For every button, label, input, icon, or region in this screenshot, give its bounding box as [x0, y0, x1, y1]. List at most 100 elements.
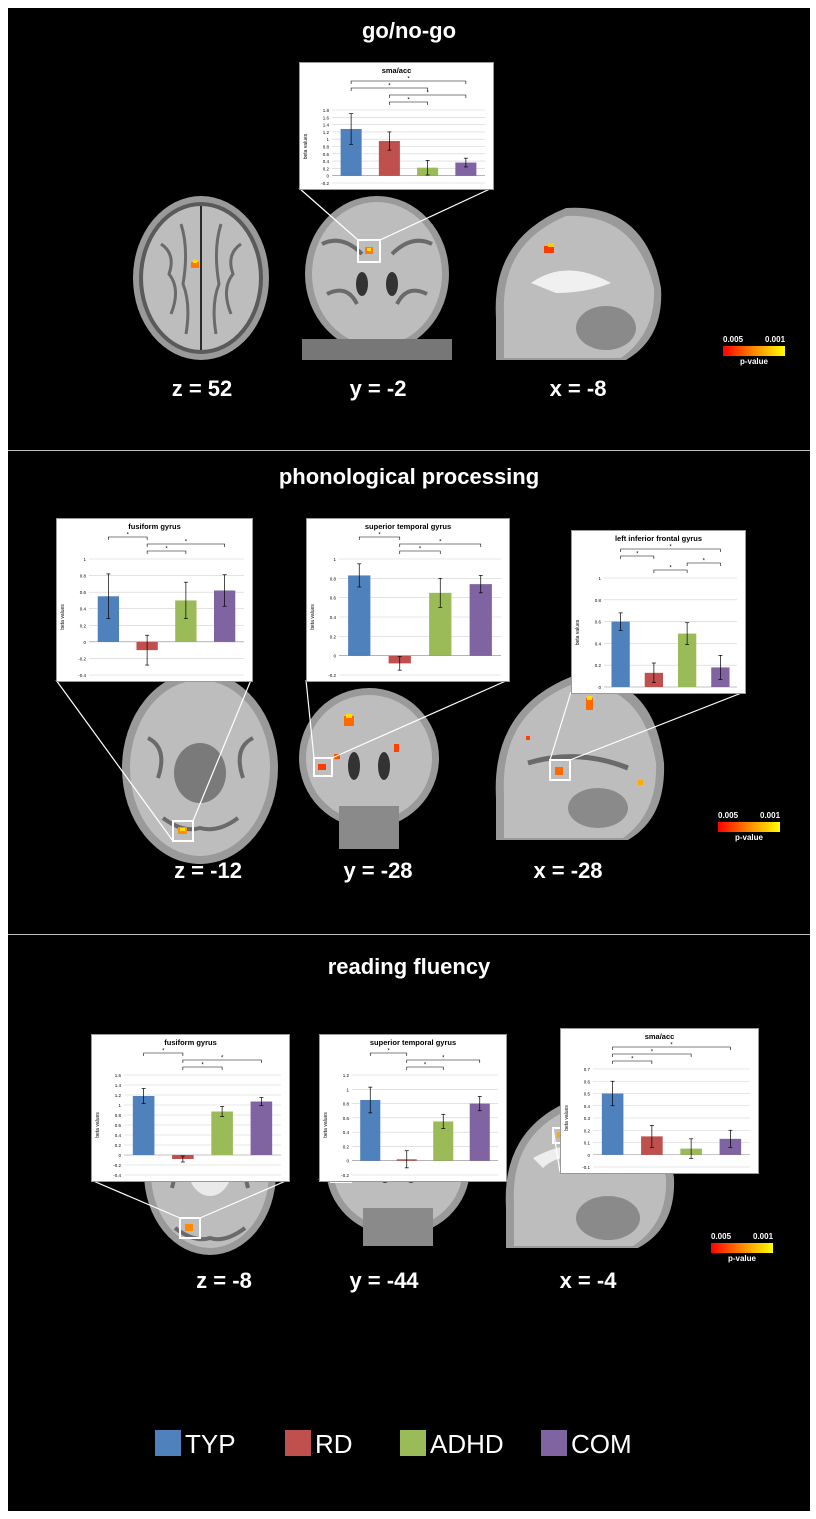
significance-bracket	[653, 569, 688, 573]
y-tick-label: 0.6	[584, 1079, 591, 1084]
y-axis-label: beta values	[564, 1105, 570, 1131]
y-tick-label: 0.6	[330, 596, 337, 601]
coord-x-4: x = -4	[559, 1268, 617, 1293]
y-tick-label: 0.4	[595, 641, 602, 646]
y-tick-label: -0.4	[78, 673, 86, 678]
bar-chart-fusiform-phon: fusiform gyrus beta values -0.4 -0.2 0 0.2 0.4…	[60, 522, 244, 678]
significance-bracket	[389, 94, 467, 98]
significance-bracket	[399, 550, 441, 554]
chart-panel3-fusiform: fusiform gyrus beta values -0.4 -0.2 0 0.2 0.4…	[91, 1034, 290, 1182]
pvalue-low: 0.005	[711, 1232, 732, 1241]
y-tick-label: 0.2	[584, 1128, 591, 1133]
y-tick-label: 0.4	[323, 159, 330, 164]
significance-star: *	[631, 1057, 634, 1063]
panel-divider	[8, 934, 810, 935]
pvalue-label: p-value	[739, 357, 768, 366]
panel-title-phonological: phonological processing	[278, 464, 540, 489]
significance-star: *	[388, 84, 391, 90]
bar-com	[469, 584, 492, 656]
y-tick-label: 0.8	[343, 1102, 350, 1107]
bar-typ	[132, 1096, 155, 1155]
chart-title: sma/acc	[645, 1032, 675, 1041]
y-tick-label: 0.2	[323, 166, 330, 171]
y-tick-label: 1.6	[323, 115, 330, 120]
y-tick-label: 0.3	[584, 1116, 591, 1121]
significance-star: *	[407, 77, 410, 83]
callout-lines-panel1	[298, 187, 493, 241]
y-tick-label: -0.2	[341, 1173, 349, 1178]
pvalue-high: 0.001	[765, 335, 786, 344]
significance-bracket	[620, 548, 721, 552]
significance-star: *	[419, 547, 422, 553]
legend-swatch-rd	[285, 1430, 311, 1456]
bar-com	[455, 162, 477, 176]
roi-box	[179, 1217, 201, 1239]
y-tick-label: 0.8	[323, 145, 330, 150]
bar-adhd	[677, 633, 697, 687]
y-tick-label: 1.2	[323, 130, 330, 135]
bar-typ	[360, 1100, 381, 1161]
brain-coronal-y-2	[302, 196, 452, 360]
significance-bracket	[350, 87, 428, 91]
pvalue-low: 0.005	[723, 335, 744, 344]
y-tick-label: 1	[346, 1087, 349, 1092]
significance-bracket	[143, 1052, 184, 1056]
bar-com	[469, 1103, 490, 1161]
y-tick-label: 0.2	[115, 1143, 122, 1148]
coord-z52: z = 52	[171, 376, 233, 401]
y-tick-label: 0.5	[584, 1092, 591, 1097]
significance-star: *	[201, 1063, 204, 1069]
y-tick-label: 0.6	[115, 1123, 122, 1128]
bar-adhd	[175, 600, 197, 642]
bar-chart-stg-fluency: superior temporal gyrus beta values -0.2 0 0…	[323, 1038, 498, 1178]
y-axis-label: beta values	[60, 604, 66, 630]
y-tick-label: 1	[598, 576, 601, 581]
significance-bracket	[406, 1066, 444, 1070]
significance-star: *	[185, 540, 188, 546]
y-tick-label: 0.8	[330, 576, 337, 581]
panel-title-go-no-go: go/no-go	[361, 18, 457, 43]
y-tick-label: -0.2	[78, 656, 86, 661]
y-tick-label: 0.8	[595, 598, 602, 603]
bar-com	[213, 590, 236, 642]
significance-star: *	[127, 533, 130, 539]
significance-star: *	[162, 1049, 165, 1055]
y-tick-label: 1.4	[323, 123, 330, 128]
roi-box	[357, 239, 381, 263]
y-tick-label: 1.2	[115, 1093, 122, 1098]
bar-typ	[340, 128, 362, 176]
y-tick-label: 1	[333, 557, 336, 562]
y-tick-label: 0	[598, 685, 601, 690]
bar-chart-fusiform-fluency: fusiform gyrus beta values -0.4 -0.2 0 0.2 0.4…	[95, 1038, 281, 1178]
significance-bracket	[182, 1059, 262, 1063]
significance-star: *	[165, 547, 168, 553]
significance-bracket	[146, 550, 187, 554]
roi-box	[549, 759, 571, 781]
pvalue-gradient	[718, 822, 780, 832]
legend-label-com: COM	[571, 1429, 632, 1459]
y-tick-label: 0.8	[80, 574, 87, 579]
y-tick-label: 0	[587, 1153, 590, 1158]
pvalue-label: p-value	[734, 833, 763, 842]
y-tick-label: 1.4	[115, 1083, 122, 1088]
y-tick-label: 1	[83, 557, 86, 562]
panel-divider	[8, 450, 810, 451]
coord-y-44: y = -44	[349, 1268, 419, 1293]
bar-typ	[348, 575, 371, 656]
bar-adhd	[433, 1121, 454, 1161]
y-axis-label: beta values	[310, 604, 316, 630]
significance-star: *	[669, 545, 672, 551]
coord-y-2: y = -2	[349, 376, 407, 401]
significance-bracket	[108, 536, 148, 540]
legend-label-typ: TYP	[185, 1429, 236, 1459]
significance-bracket	[389, 101, 428, 105]
y-tick-label: 1	[118, 1103, 121, 1108]
significance-star: *	[426, 91, 429, 97]
y-tick-label: 0.4	[343, 1130, 350, 1135]
roi-box	[172, 820, 194, 842]
significance-bracket	[612, 1060, 653, 1064]
y-tick-label: -0.4	[113, 1173, 121, 1178]
group-legend: TYP RD ADHD COM	[8, 1428, 810, 1468]
significance-star: *	[670, 1043, 673, 1049]
panel-title-reading-fluency: reading fluency	[327, 954, 491, 979]
